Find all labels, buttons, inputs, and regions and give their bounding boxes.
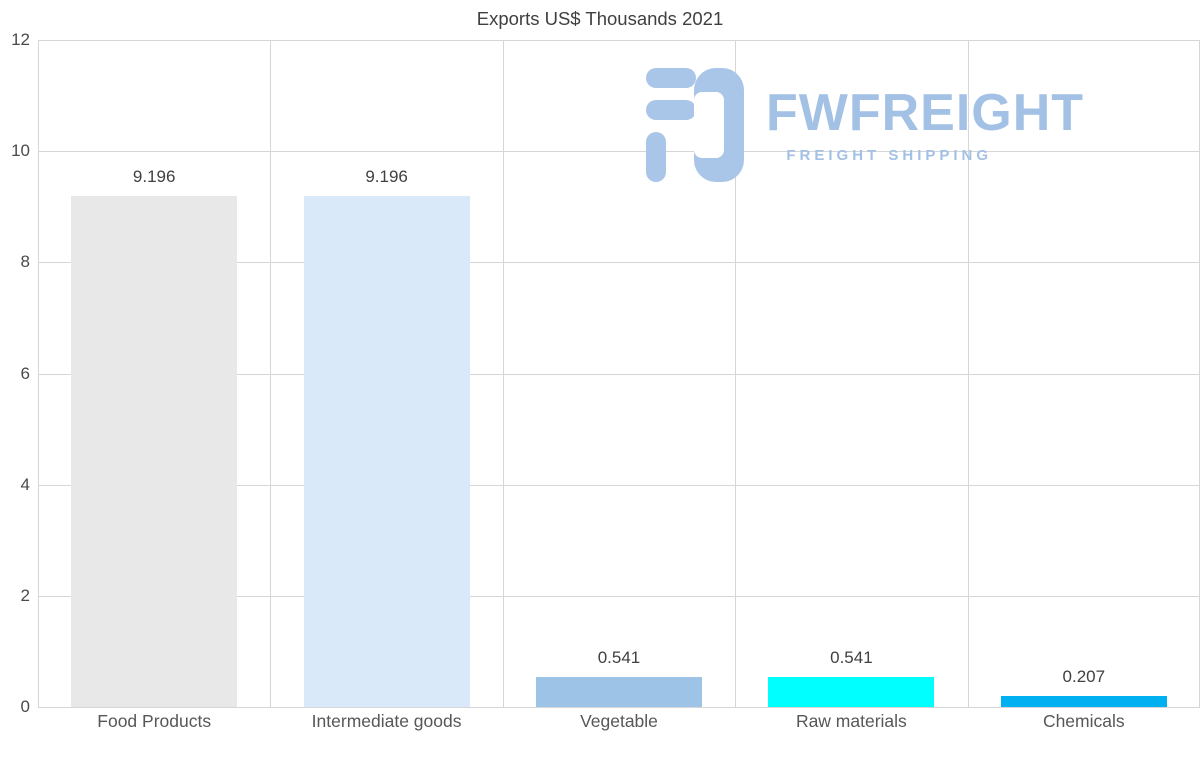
- v-gridline: [967, 40, 969, 707]
- h-gridline: [38, 151, 1200, 153]
- y-tick-label: 12: [11, 30, 30, 49]
- h-gridline: [38, 484, 1200, 486]
- bar-vegetable: [536, 676, 702, 707]
- brand-text-block: FWFREIGHT FREIGHT SHIPPING: [766, 87, 1084, 164]
- v-gridline: [38, 40, 39, 707]
- h-gridline: [38, 707, 1200, 708]
- v-gridline: [735, 40, 737, 707]
- bar-value-label: 9.196: [365, 166, 408, 186]
- brand-name: FWFREIGHT: [766, 83, 1085, 142]
- category-label: Raw materials: [795, 711, 907, 731]
- h-gridline: [38, 373, 1200, 375]
- bar-value-label: 0.207: [1062, 666, 1106, 686]
- bar-value-label: 9.196: [132, 166, 176, 186]
- x-axis-labels: Food Products Intermediate goods Vegetable…: [38, 711, 1200, 741]
- category-label: Food Products: [97, 711, 212, 731]
- v-gridline: [270, 40, 272, 707]
- brand-watermark: FWFREIGHT FREIGHT SHIPPING: [646, 66, 1084, 184]
- y-tick-label: 10: [11, 141, 30, 161]
- bar-value-label: 0.541: [830, 647, 873, 667]
- bar-food-products: [71, 195, 238, 707]
- h-gridline: [38, 40, 1200, 41]
- h-gridline: [38, 595, 1200, 597]
- v-gridline: [502, 40, 504, 707]
- y-tick-label: 6: [20, 363, 30, 383]
- y-tick-label: 0: [20, 697, 30, 716]
- category-label: Chemicals: [1042, 711, 1125, 731]
- brand-logo-icon: [646, 68, 744, 182]
- brand-tagline: FREIGHT SHIPPING: [786, 146, 993, 164]
- y-tick-label: 8: [20, 252, 30, 272]
- category-label: Vegetable: [580, 711, 658, 731]
- y-tick-label: 2: [20, 585, 30, 605]
- bar-raw-materials: [768, 676, 935, 707]
- category-label: Intermediate goods: [311, 711, 462, 731]
- bar-value-label: 0.541: [597, 647, 641, 667]
- h-gridline: [38, 262, 1200, 264]
- plot-area: 0 2 4 6 8 10 12 9.196 9.196 0.541 0.541 0.207: [11, 30, 1200, 716]
- y-tick-label: 4: [20, 474, 30, 494]
- bar-intermediate-goods: [303, 195, 470, 707]
- chart-title: Exports US$ Thousands 2021: [476, 8, 724, 29]
- bar-chemicals: [1000, 695, 1167, 707]
